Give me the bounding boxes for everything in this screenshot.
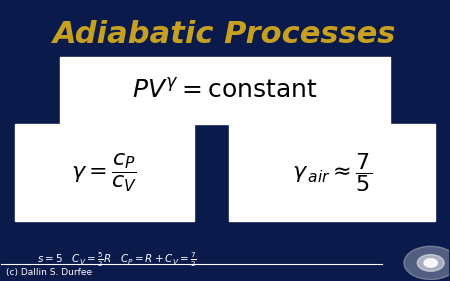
Text: $s = 5 \quad C_V = \frac{5}{2}R \quad C_P = R+C_V = \frac{7}{2}$: $s = 5 \quad C_V = \frac{5}{2}R \quad C_… (37, 251, 197, 269)
Text: $\gamma = \dfrac{c_P}{c_V}$: $\gamma = \dfrac{c_P}{c_V}$ (71, 151, 137, 194)
FancyBboxPatch shape (230, 124, 435, 221)
Text: $\gamma_{\,air} \approx \dfrac{7}{5}$: $\gamma_{\,air} \approx \dfrac{7}{5}$ (292, 151, 372, 194)
Circle shape (404, 246, 450, 280)
Text: Adiabatic Processes: Adiabatic Processes (53, 20, 397, 49)
Circle shape (424, 259, 437, 267)
FancyBboxPatch shape (59, 57, 391, 124)
FancyBboxPatch shape (15, 124, 194, 221)
Text: $PV^{\gamma} = \mathrm{constant}$: $PV^{\gamma} = \mathrm{constant}$ (132, 78, 318, 102)
Circle shape (417, 255, 444, 271)
Text: (c) Dallin S. Durfee: (c) Dallin S. Durfee (6, 268, 92, 277)
